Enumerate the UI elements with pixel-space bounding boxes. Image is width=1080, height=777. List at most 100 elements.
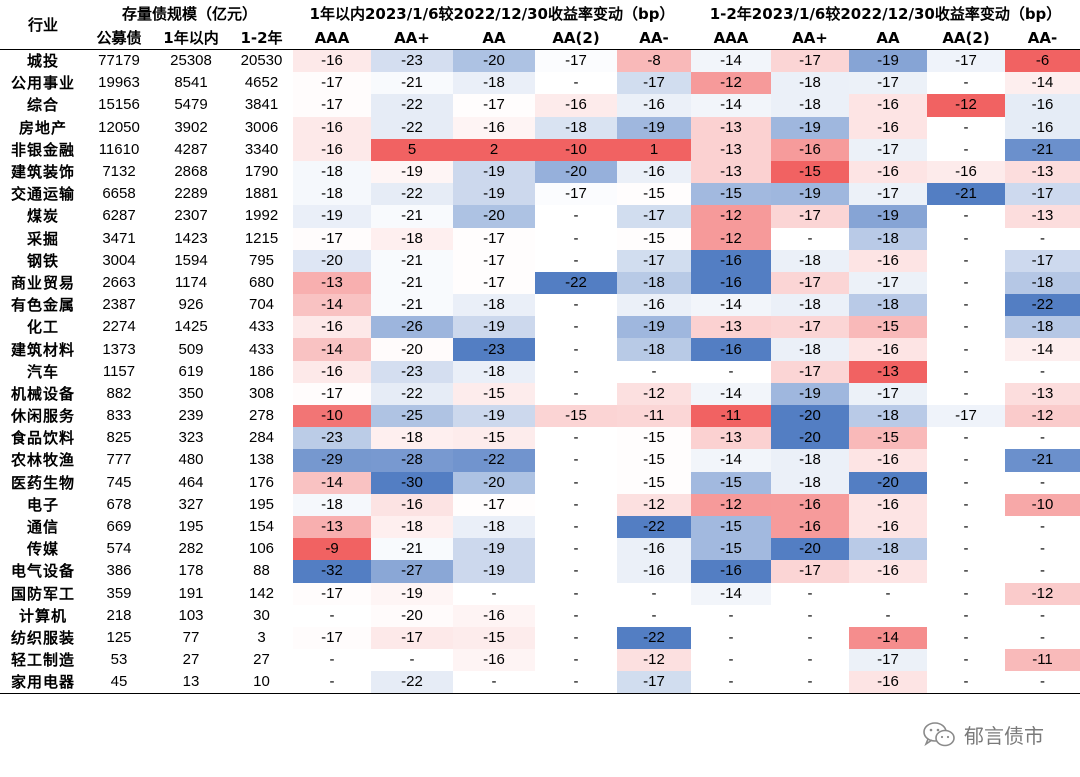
yield-change-cell: -21 [1005, 138, 1080, 161]
yield-change-cell: -13 [691, 316, 771, 339]
yield-change-cell: - [807, 628, 813, 646]
yield-change-cell: -15 [535, 405, 617, 428]
scale-cell: 3841 [244, 96, 279, 114]
scale-cell: 619 [178, 362, 204, 380]
yield-change-cell: -17 [927, 49, 1005, 73]
yield-change-cell: -14 [293, 338, 371, 361]
rating-col-header: AA+ [771, 27, 849, 50]
yield-change-cell: -17 [849, 382, 927, 405]
industry-cell: 房地产 [18, 118, 67, 137]
rating-col-header: AAA [293, 27, 371, 50]
yield-change-cell: - [963, 74, 969, 92]
yield-change-cell: -16 [617, 294, 691, 317]
yield-change-cell: -20 [371, 338, 453, 361]
yield-change-cell: -13 [1005, 382, 1080, 405]
scale-cell: 2387 [102, 296, 136, 314]
yield-change-cell: -17 [771, 205, 849, 228]
scale-cell: 106 [248, 540, 275, 558]
scale-cell: 284 [248, 429, 275, 447]
yield-change-cell: -18 [771, 338, 849, 361]
yield-change-cell: -9 [293, 538, 371, 561]
yield-change-cell: - [573, 628, 579, 646]
yield-change-cell: - [293, 671, 371, 695]
scale-cell: 1594 [174, 251, 208, 269]
scale-cell: 433 [248, 318, 275, 336]
yield-change-cell: -18 [617, 271, 691, 295]
yield-change-cell: -17 [849, 271, 927, 295]
scale-cell: 30 [253, 606, 270, 624]
industry-cell: 钢铁 [26, 251, 59, 270]
yield-change-cell: -17 [849, 72, 927, 95]
industry-cell: 建筑装饰 [10, 163, 75, 182]
yield-change-cell: -15 [691, 538, 771, 561]
yield-change-cell: -17 [371, 626, 453, 650]
yield-change-cell: -18 [771, 471, 849, 494]
yield-change-cell: - [1040, 229, 1045, 247]
scale-cell: 2274 [102, 318, 136, 336]
yield-change-cell: -16 [849, 338, 927, 361]
yield-change-cell: -17 [293, 626, 371, 650]
yield-change-cell: -16 [691, 271, 771, 295]
yield-change-cell: -13 [1005, 160, 1080, 184]
table-row: 交通运输 6658 2289 1881 -18 -22 -19 -17 -15 -15 -19 -17… [0, 183, 1080, 206]
yield-change-cell: -14 [691, 382, 771, 405]
yield-change-cell: -13 [849, 360, 927, 383]
scale-cell: 278 [248, 407, 275, 425]
yield-change-cell: 5 [371, 138, 453, 161]
yield-change-cell: -17 [453, 271, 535, 295]
yield-change-cell: -17 [771, 49, 849, 73]
yield-change-cell: -16 [849, 515, 927, 539]
yield-change-cell: -20 [771, 538, 849, 561]
scale-group-header: 存量债规模（亿元） [121, 4, 257, 23]
yield-change-cell: -19 [371, 160, 453, 184]
yield-change-cell: -10 [535, 138, 617, 161]
yield-change-cell: -18 [535, 116, 617, 139]
yield-change-cell: -18 [771, 294, 849, 317]
yield-change-cell: -12 [617, 493, 691, 516]
yield-change-cell: -15 [453, 427, 535, 450]
yield-change-cell: - [885, 606, 891, 624]
yield-change-cell: -18 [453, 294, 535, 317]
yield-change-cell: - [1040, 429, 1045, 447]
yield-change-cell: -22 [617, 626, 691, 650]
yield-change-cell: -15 [617, 471, 691, 494]
scale-cell: 2663 [102, 273, 136, 291]
yield-change-cell: - [1040, 518, 1045, 536]
scale-cell: 19963 [98, 74, 140, 92]
yield-change-cell: -20 [453, 205, 535, 228]
yield-change-cell: -17 [535, 49, 617, 73]
scale-cell: 191 [178, 584, 204, 602]
table-row: 轻工制造 53 27 27 - - -16 - -12 - - -17 - -11 [0, 649, 1080, 672]
yield-change-cell: -16 [771, 515, 849, 539]
yield-change-cell: - [885, 584, 891, 602]
yield-change-cell: - [409, 651, 415, 669]
yield-change-cell: -16 [293, 49, 371, 73]
yield-change-cell: -11 [691, 405, 771, 428]
watermark-text: 郁言债市 [964, 724, 1044, 748]
scale-cell: 12050 [98, 118, 140, 136]
yield-change-cell: -17 [293, 94, 371, 117]
yield-change-cell: -16 [849, 560, 927, 583]
yield-change-cell: -19 [849, 205, 927, 228]
yield-change-cell: -18 [771, 94, 849, 117]
yield-change-cell: -20 [535, 160, 617, 184]
yield-change-cell: -17 [617, 205, 691, 228]
table-row: 计算机 218 103 30 - -20 -16 - - - - - - - [0, 604, 1080, 627]
yield-change-cell: -16 [617, 160, 691, 184]
yield-change-cell: - [807, 229, 813, 247]
yield-change-cell: -23 [371, 49, 453, 73]
industry-cell: 休闲服务 [10, 407, 75, 426]
yield-change-cell: 1 [617, 138, 691, 161]
scale-cell: 3471 [102, 229, 136, 247]
scale-cell: 282 [178, 540, 204, 558]
yield-change-cell: - [963, 296, 969, 314]
yield-change-cell: - [573, 384, 579, 402]
industry-cell: 建筑材料 [10, 340, 75, 359]
y2-group-header: 1-2年2023/1/6较2022/12/30收益率变动（bp） [709, 4, 1062, 23]
yield-change-cell: -21 [371, 249, 453, 272]
yield-change-cell: - [963, 118, 969, 136]
table-row: 食品饮料 825 323 284 -23 -18 -15- -15 -13 -20 -15- - [0, 427, 1080, 450]
yield-change-cell: -13 [691, 138, 771, 161]
yield-change-cell: - [807, 584, 813, 602]
table-row: 纺织服装 125 77 3 -17 -17 -15- -22- - -14- - [0, 626, 1080, 650]
